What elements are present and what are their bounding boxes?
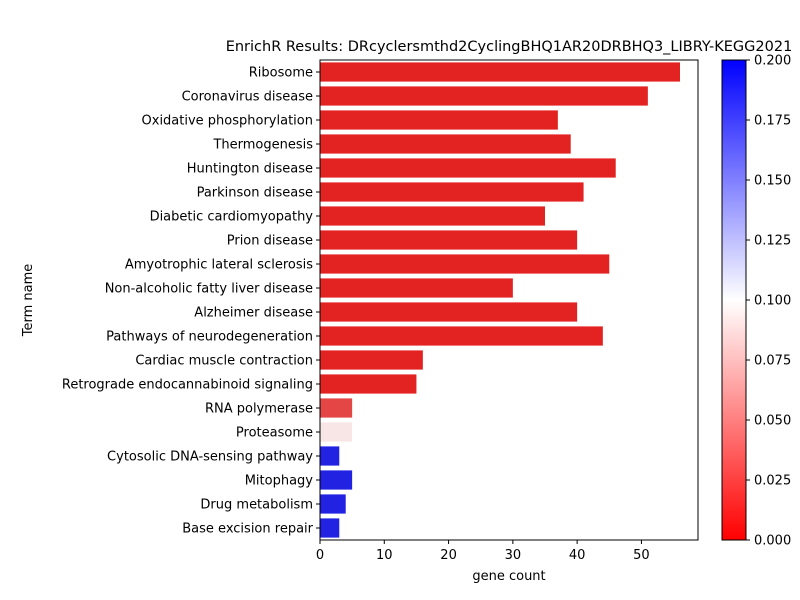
y-tick-label: Thermogenesis bbox=[212, 138, 313, 153]
y-tick-label: Pathways of neurodegeneration bbox=[106, 330, 313, 345]
bar bbox=[320, 494, 346, 514]
bar bbox=[320, 326, 603, 346]
bars-group bbox=[320, 62, 680, 538]
category-labels-group: Ribosome Coronavirus disease Oxidative pho… bbox=[62, 66, 320, 537]
colorbar-ticks-group: 0.000 0.025 0.050 0.075 0.100 0.125 0.150 0.175… bbox=[746, 54, 791, 549]
bar bbox=[320, 182, 584, 202]
x-tick-label: 0 bbox=[316, 548, 324, 563]
x-tick-label: 50 bbox=[633, 548, 650, 563]
bar bbox=[320, 230, 578, 250]
colorbar-tick-label: 0.200 bbox=[754, 54, 791, 69]
y-axis-label: Term name bbox=[21, 264, 36, 338]
x-tick-label: 30 bbox=[505, 548, 522, 563]
bar bbox=[320, 446, 340, 466]
y-tick-label: Base excision repair bbox=[182, 522, 313, 537]
colorbar-tick-label: 0.025 bbox=[754, 474, 791, 489]
y-tick-label: Mitophagy bbox=[245, 474, 314, 489]
plot-frame bbox=[319, 59, 699, 541]
bar bbox=[320, 86, 648, 106]
bar bbox=[320, 398, 353, 418]
y-tick-label: Retrograde endocannabinoid signaling bbox=[62, 378, 313, 393]
y-tick-label: Coronavirus disease bbox=[182, 90, 313, 105]
y-tick-label: Ribosome bbox=[249, 66, 313, 81]
y-tick-label: Diabetic cardiomyopathy bbox=[150, 210, 314, 225]
x-tick-label: 10 bbox=[376, 548, 393, 563]
y-tick-label: Oxidative phosphorylation bbox=[142, 114, 313, 129]
colorbar bbox=[721, 59, 747, 541]
bar bbox=[320, 422, 353, 442]
x-tick-label: 20 bbox=[440, 548, 457, 563]
colorbar-tick-label: 0.125 bbox=[754, 234, 791, 249]
bar bbox=[320, 110, 558, 130]
bar bbox=[320, 302, 578, 322]
y-tick-label: Amyotrophic lateral sclerosis bbox=[125, 258, 313, 273]
bar bbox=[320, 158, 616, 178]
bar bbox=[320, 254, 610, 274]
y-tick-label: Cardiac muscle contraction bbox=[135, 354, 313, 369]
bar bbox=[320, 206, 545, 226]
bar bbox=[320, 350, 423, 370]
x-ticks-group: 0 10 20 30 40 50 bbox=[316, 540, 650, 563]
bar bbox=[320, 278, 513, 298]
y-tick-label: RNA polymerase bbox=[205, 402, 313, 417]
bar bbox=[320, 374, 417, 394]
colorbar-tick-label: 0.000 bbox=[754, 534, 791, 549]
y-tick-label: Non-alcoholic fatty liver disease bbox=[105, 282, 313, 297]
x-tick-label: 40 bbox=[569, 548, 586, 563]
colorbar-tick-label: 0.175 bbox=[754, 114, 791, 129]
colorbar-tick-label: 0.150 bbox=[754, 174, 791, 189]
bar bbox=[320, 470, 353, 490]
y-tick-label: Cytosolic DNA-sensing pathway bbox=[107, 450, 313, 465]
colorbar-tick-label: 0.050 bbox=[754, 414, 791, 429]
y-tick-label: Proteasome bbox=[236, 426, 313, 441]
colorbar-tick-label: 0.100 bbox=[754, 294, 791, 309]
bar bbox=[320, 134, 571, 154]
y-tick-label: Prion disease bbox=[227, 234, 313, 249]
bar bbox=[320, 62, 680, 82]
colorbar-tick-label: 0.075 bbox=[754, 354, 791, 369]
y-tick-label: Alzheimer disease bbox=[194, 306, 313, 321]
chart-title: EnrichR Results: DRcyclersmthd2CyclingBH… bbox=[226, 39, 793, 55]
y-tick-label: Huntington disease bbox=[187, 162, 313, 177]
bar bbox=[320, 518, 340, 538]
y-tick-label: Drug metabolism bbox=[200, 498, 313, 513]
x-axis-label: gene count bbox=[472, 569, 545, 584]
y-tick-label: Parkinson disease bbox=[197, 186, 313, 201]
